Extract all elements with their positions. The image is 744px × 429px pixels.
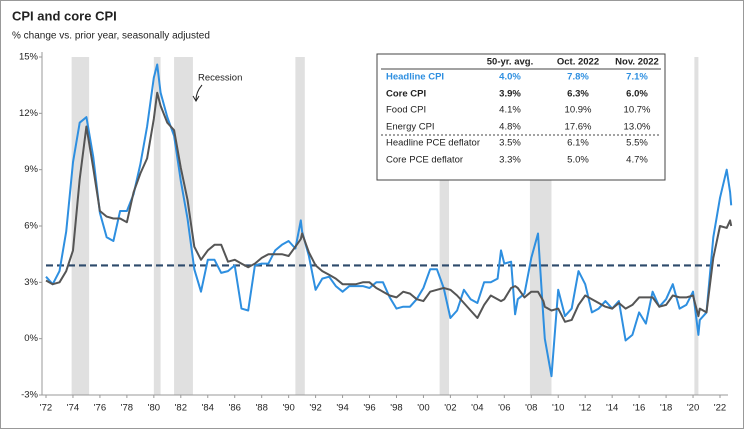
recession-band (439, 57, 450, 395)
x-tick-label: '96 (363, 403, 375, 414)
x-tick-label: '10 (552, 403, 564, 414)
axes: -3% 0% 3% 6% 9% 12% 15% '72 '74 '76 '78 '80 '82 '84 '8… (19, 52, 728, 414)
table-cell: 6.0% (626, 89, 648, 100)
table-cell: 4.8% (499, 122, 521, 133)
x-tick-label: '78 (121, 403, 133, 414)
x-tick-label: '80 (148, 403, 160, 414)
row-label: Headline PCE deflator (386, 138, 480, 149)
table-cell: 17.6% (565, 122, 592, 133)
x-tick-label: '06 (498, 403, 510, 414)
table-cell: 4.1% (499, 105, 521, 116)
x-tick-label: '00 (417, 403, 429, 414)
table-cell: 6.3% (567, 89, 589, 100)
series-line (45, 91, 733, 323)
table-cell: 13.0% (624, 122, 651, 133)
x-tick-label: '74 (67, 403, 79, 414)
x-tick-label: '82 (175, 403, 187, 414)
column-header: Nov. 2022 (615, 57, 659, 68)
table-cell: 3.9% (499, 89, 521, 100)
x-tick-label: '86 (229, 403, 241, 414)
series-line (45, 63, 733, 378)
series-lines (45, 63, 733, 378)
x-tick-label: '16 (633, 403, 645, 414)
table-cell: 4.0% (499, 72, 521, 83)
row-label: Core PCE deflator (386, 155, 463, 166)
x-tick-label: '04 (471, 403, 483, 414)
x-tick-label: '90 (282, 403, 294, 414)
x-tick-label: '12 (579, 403, 591, 414)
x-tick-label: '94 (336, 403, 348, 414)
x-tick-label: '18 (660, 403, 672, 414)
annotation-arrow (192, 84, 203, 102)
table-cell: 7.1% (626, 72, 648, 83)
x-tick-label: '22 (714, 403, 726, 414)
table-cell: 10.9% (565, 105, 592, 116)
table-cell: 5.0% (567, 155, 589, 166)
y-tick-label: -3% (21, 390, 38, 401)
x-tick-label: '84 (202, 403, 214, 414)
chart-title: CPI and core CPI (12, 8, 117, 23)
x-tick-label: '72 (40, 403, 52, 414)
chart-subtitle: % change vs. prior year, seasonally adju… (12, 31, 210, 42)
x-tick-label: '02 (444, 403, 456, 414)
row-label: Core CPI (386, 89, 426, 100)
x-tick-label: '14 (606, 403, 618, 414)
x-tick-label: '76 (94, 403, 106, 414)
annotation: Recession (198, 73, 242, 84)
table-cell: 10.7% (624, 105, 651, 116)
stats-table: 50-yr. avg. Oct. 2022 Nov. 2022 Headline CP… (376, 53, 666, 181)
recession-band (174, 57, 193, 395)
recession-band (153, 57, 161, 395)
y-tick-label: 9% (24, 164, 38, 175)
y-tick-label: 6% (24, 221, 38, 232)
x-tick-label: '08 (525, 403, 537, 414)
x-tick-label: '92 (309, 403, 321, 414)
y-tick-label: 15% (19, 52, 39, 63)
x-tick-label: '88 (255, 403, 267, 414)
row-label: Energy CPI (386, 122, 435, 133)
row-label: Headline CPI (386, 72, 444, 83)
y-tick-label: 3% (24, 277, 38, 288)
table-cell: 7.8% (567, 72, 589, 83)
table-cell: 3.5% (499, 138, 521, 149)
column-header: Oct. 2022 (557, 57, 599, 68)
table-cell: 4.7% (626, 155, 648, 166)
table-cell: 5.5% (626, 138, 648, 149)
table-box (376, 53, 666, 181)
y-tick-label: 0% (24, 333, 38, 344)
column-header: 50-yr. avg. (487, 57, 533, 68)
recession-band (694, 57, 699, 395)
row-label: Food CPI (386, 105, 426, 116)
table-cell: 3.3% (499, 155, 521, 166)
x-tick-label: '20 (687, 403, 699, 414)
recession-band (71, 57, 90, 395)
table-cell: 6.1% (567, 138, 589, 149)
x-tick-label: '98 (390, 403, 402, 414)
y-tick-label: 12% (19, 108, 39, 119)
